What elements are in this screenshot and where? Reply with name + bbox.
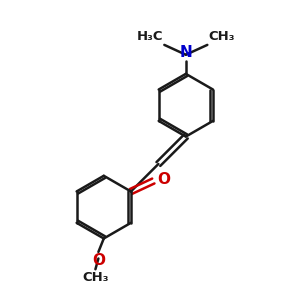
Text: CH₃: CH₃ xyxy=(209,29,235,43)
Text: O: O xyxy=(157,172,170,187)
Text: H₃C: H₃C xyxy=(136,29,163,43)
Text: N: N xyxy=(179,45,192,60)
Text: CH₃: CH₃ xyxy=(82,271,109,284)
Text: O: O xyxy=(92,254,105,268)
